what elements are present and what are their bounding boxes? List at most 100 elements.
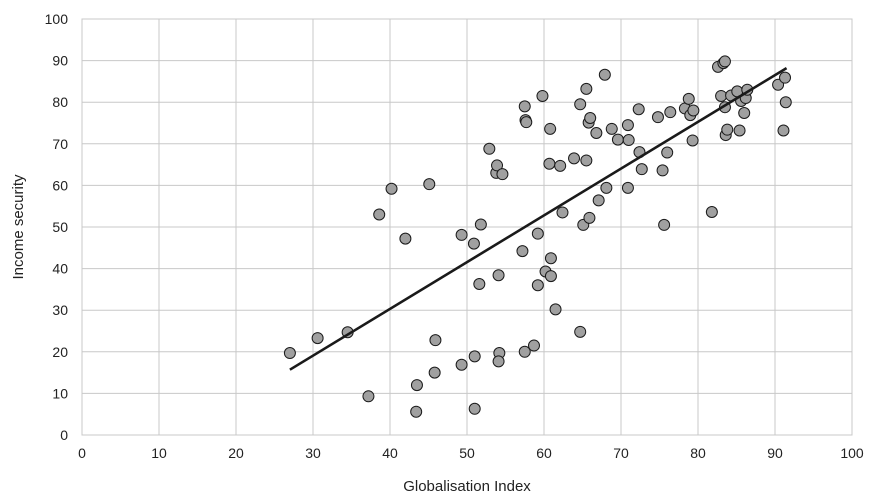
data-point (556, 206, 569, 219)
data-point (311, 332, 324, 345)
data-point (779, 96, 792, 109)
data-point (492, 269, 505, 282)
data-point (491, 159, 504, 172)
data-point (687, 104, 700, 117)
data-point (518, 100, 531, 113)
data-point (467, 237, 480, 250)
data-point (605, 122, 618, 135)
x-tick-label: 20 (228, 445, 244, 461)
data-point (385, 182, 398, 195)
data-point (544, 122, 557, 135)
data-point (544, 270, 557, 283)
data-point (598, 68, 611, 81)
plot-area-border (81, 18, 853, 436)
data-point (554, 159, 567, 172)
data-point (621, 181, 634, 194)
y-tick-label: 50 (52, 219, 68, 235)
data-point (635, 163, 648, 176)
data-point (483, 142, 496, 155)
data-point (574, 325, 587, 338)
data-point (621, 119, 634, 132)
y-tick-label: 80 (52, 94, 68, 110)
data-point (474, 218, 487, 231)
x-tick-label: 100 (840, 445, 864, 461)
x-tick-label: 40 (382, 445, 398, 461)
data-point (592, 194, 605, 207)
data-point (658, 218, 671, 231)
x-tick-label: 70 (613, 445, 629, 461)
y-tick-label: 20 (52, 344, 68, 360)
data-point (583, 211, 596, 224)
data-point (733, 124, 746, 137)
data-point (410, 379, 423, 392)
data-point (611, 133, 624, 146)
data-point (738, 107, 751, 120)
y-tick-label: 10 (52, 385, 68, 401)
data-point (779, 71, 792, 84)
data-point (580, 82, 593, 95)
data-point (423, 178, 436, 191)
data-point (661, 146, 674, 159)
grid-lines (81, 18, 853, 436)
y-tick-label: 0 (60, 427, 68, 443)
data-point (373, 208, 386, 221)
data-point (362, 390, 375, 403)
data-point (543, 157, 556, 170)
data-point (410, 405, 423, 418)
data-point (549, 303, 562, 316)
data-point (531, 227, 544, 240)
y-axis-title: Income security (10, 174, 27, 280)
x-axis-tick-labels: 0 10 20 30 40 50 60 70 80 90 100 (78, 445, 864, 461)
data-point (632, 103, 645, 116)
x-tick-label: 80 (690, 445, 706, 461)
data-point (590, 126, 603, 139)
data-point (686, 134, 699, 147)
data-points (283, 55, 792, 418)
y-tick-label: 100 (45, 11, 69, 27)
data-point (473, 277, 486, 290)
data-point (580, 154, 593, 167)
data-point (455, 228, 468, 241)
data-point (429, 334, 442, 347)
x-tick-label: 30 (305, 445, 321, 461)
data-point (574, 98, 587, 111)
data-point (455, 358, 468, 371)
data-point (518, 345, 531, 358)
x-axis-title: Globalisation Index (403, 478, 531, 495)
data-point (715, 89, 728, 102)
data-point (622, 134, 635, 147)
data-point (651, 111, 664, 124)
data-point (468, 350, 481, 363)
data-point (496, 168, 509, 181)
data-point (682, 92, 695, 105)
data-point (544, 252, 557, 265)
data-point (468, 402, 481, 415)
y-tick-label: 70 (52, 136, 68, 152)
data-point (527, 339, 540, 352)
data-point (568, 152, 581, 165)
data-point (705, 206, 718, 219)
y-axis-tick-labels: 0 10 20 30 40 50 60 70 80 90 100 (45, 11, 69, 443)
data-point (721, 123, 734, 136)
data-point (531, 279, 544, 292)
data-point (656, 164, 669, 177)
data-point (600, 181, 613, 194)
data-point (536, 89, 549, 102)
data-point (520, 116, 533, 129)
x-tick-label: 60 (536, 445, 552, 461)
data-point (718, 55, 731, 68)
x-tick-label: 50 (459, 445, 475, 461)
y-tick-label: 60 (52, 177, 68, 193)
data-point (399, 232, 412, 245)
x-tick-label: 10 (151, 445, 167, 461)
trendline (289, 66, 788, 371)
data-point (584, 112, 597, 125)
y-tick-label: 90 (52, 53, 68, 69)
y-tick-label: 30 (52, 302, 68, 318)
data-point (283, 347, 296, 360)
x-tick-label: 0 (78, 445, 86, 461)
data-point (428, 366, 441, 379)
data-point (772, 78, 785, 91)
data-point (492, 355, 505, 368)
